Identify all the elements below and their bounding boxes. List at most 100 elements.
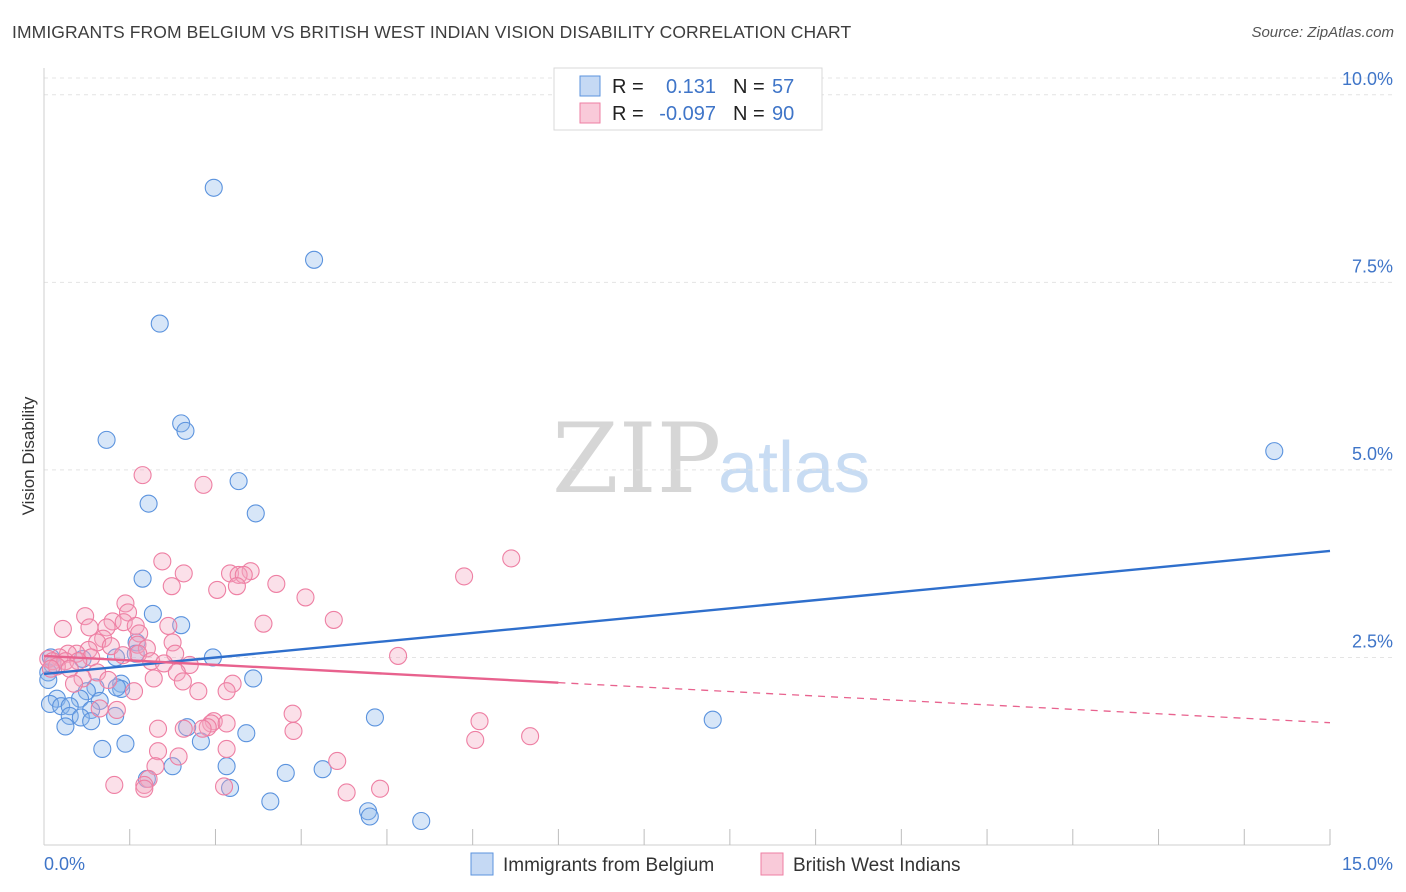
point-belgium — [412, 811, 431, 831]
point-belgium — [40, 694, 60, 714]
correlation-legend: R = 0.131 N = 57 R = -0.097 N = 90 — [553, 67, 823, 131]
point-bwi — [169, 747, 188, 766]
point-bwi — [90, 699, 109, 718]
point-bwi — [217, 682, 236, 701]
bottom-legend-swatch-blue — [470, 852, 494, 876]
point-belgium — [71, 708, 90, 727]
point-bwi — [174, 564, 193, 583]
point-bwi — [135, 775, 154, 795]
point-bwi — [64, 674, 84, 693]
point-belgium — [56, 717, 75, 736]
point-bwi — [284, 721, 303, 741]
point-belgium — [150, 314, 169, 333]
point-belgium — [60, 697, 79, 716]
y-tick-label: 5.0% — [1352, 444, 1393, 464]
point-bwi — [217, 739, 236, 759]
point-bwi — [223, 674, 242, 693]
point-bwi — [153, 552, 172, 571]
watermark-atlas: atlas — [718, 428, 870, 508]
x-axis-ticks — [129, 829, 1331, 845]
point-bwi — [455, 567, 474, 586]
point-belgium — [39, 670, 58, 689]
point-bwi — [99, 670, 118, 689]
point-belgium — [244, 669, 263, 688]
point-belgium — [106, 706, 125, 726]
point-belgium — [204, 178, 223, 197]
point-bwi — [337, 783, 356, 802]
y-tick-label: 2.5% — [1352, 631, 1393, 651]
point-belgium — [246, 504, 265, 523]
point-bwi — [324, 610, 343, 629]
point-bwi — [53, 619, 72, 638]
point-bwi — [114, 613, 133, 632]
x-tick-label-max: 15.0% — [1342, 854, 1393, 874]
point-bwi — [267, 574, 286, 593]
legend-r-value-2: -0.097 — [659, 103, 716, 125]
series-legend: Immigrants from Belgium British West Ind… — [470, 852, 961, 876]
legend-r-label-1: R = — [612, 76, 644, 98]
point-belgium — [313, 760, 332, 779]
point-bwi — [133, 466, 152, 485]
bottom-legend-label-belgium: Immigrants from Belgium — [503, 855, 714, 876]
point-bwi — [107, 700, 126, 720]
point-bwi — [162, 577, 181, 596]
point-bwi — [328, 751, 347, 771]
trend-lines — [43, 549, 1331, 724]
point-belgium — [261, 792, 280, 811]
point-belgium — [217, 757, 236, 776]
y-tick-label: 10.0% — [1342, 69, 1393, 89]
point-bwi — [163, 633, 182, 652]
watermark-zip: ZIP — [552, 403, 721, 515]
point-bwi — [124, 682, 144, 701]
point-bwi — [283, 704, 302, 723]
point-bwi — [466, 730, 485, 750]
point-bwi — [173, 672, 192, 691]
trend-line-bwi-dashed — [558, 681, 1331, 724]
legend-swatch-pink — [579, 102, 601, 124]
point-bwi — [389, 646, 408, 665]
legend-n-label-2: N = — [733, 103, 765, 125]
legend-n-value-2: 90 — [772, 103, 794, 125]
trend-line-bwi-solid — [43, 654, 559, 684]
legend-n-value-1: 57 — [772, 76, 794, 98]
point-bwi — [234, 565, 253, 584]
point-belgium — [82, 712, 101, 731]
point-belgium — [703, 710, 722, 729]
point-belgium — [220, 778, 240, 798]
point-bwi — [101, 637, 120, 656]
point-bwi — [159, 616, 178, 635]
point-bwi — [217, 714, 236, 733]
point-bwi — [214, 777, 234, 796]
point-bwi — [208, 580, 227, 599]
point-belgium — [97, 430, 116, 449]
point-belgium — [116, 734, 135, 753]
point-bwi — [502, 549, 521, 568]
point-bwi — [189, 682, 208, 701]
point-bwi — [105, 775, 124, 795]
point-bwi — [254, 614, 273, 633]
y-axis-label: Vision Disability — [19, 396, 38, 515]
point-bwi — [148, 719, 168, 738]
point-belgium — [172, 616, 191, 635]
chart-source: Source: ZipAtlas.com — [1251, 24, 1394, 41]
point-bwi — [521, 727, 540, 746]
point-bwi — [135, 779, 154, 798]
point-bwi — [144, 669, 163, 688]
point-belgium — [139, 494, 158, 513]
x-tick-label-min: 0.0% — [44, 854, 85, 874]
point-bwi — [470, 712, 489, 731]
trend-line-belgium — [43, 549, 1331, 676]
point-belgium — [360, 807, 379, 826]
chart-title: IMMIGRANTS FROM BELGIUM VS BRITISH WEST … — [12, 22, 852, 42]
point-belgium — [276, 763, 295, 783]
point-bwi — [193, 719, 212, 738]
point-bwi — [148, 742, 168, 761]
point-belgium — [305, 250, 324, 269]
bottom-legend-label-bwi: British West Indians — [793, 855, 961, 876]
point-belgium — [93, 739, 112, 759]
legend-r-label-2: R = — [612, 103, 644, 125]
point-belgium — [1265, 442, 1284, 461]
legend-r-value-1: 0.131 — [666, 76, 716, 98]
point-bwi — [130, 624, 149, 643]
